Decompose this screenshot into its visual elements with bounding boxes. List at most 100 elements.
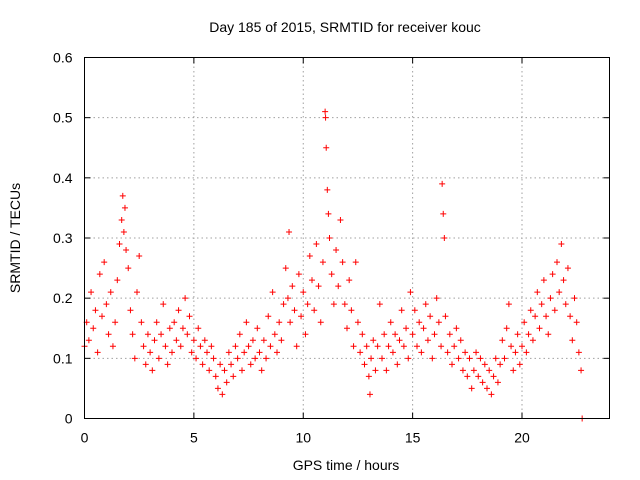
data-point [359,331,366,338]
x-tick-label: 5 [190,430,198,446]
data-point [324,186,331,193]
data-point [374,343,381,350]
data-point [171,319,178,326]
data-point [575,349,582,356]
data-point [379,355,385,362]
data-point [134,289,140,296]
data-point [315,283,322,290]
data-point [199,361,206,368]
data-point [538,301,545,308]
data-point [295,271,302,278]
data-point [325,210,332,217]
data-point [411,307,418,314]
data-point [350,343,357,350]
data-point [88,289,95,296]
x-tick-labels: 0 5 10 15 20 [81,430,530,446]
grid-lines [84,57,610,419]
data-point [254,325,261,332]
data-point [564,265,571,272]
data-point [195,325,202,332]
data-point [217,361,224,368]
data-point [540,277,547,284]
data-point [311,307,318,314]
data-point [372,367,379,374]
data-point [160,301,167,308]
data-point [225,349,232,356]
data-point [435,319,442,326]
data-point [107,289,114,296]
data-point [427,313,434,320]
data-point [560,277,567,284]
data-point [162,343,169,350]
data-point [346,277,353,284]
data-point [309,277,315,284]
data-point [101,259,108,266]
data-point [169,349,175,356]
data-point [263,355,270,362]
data-point [190,337,197,344]
data-point [477,355,484,362]
data-point [234,355,241,362]
data-point [488,391,495,398]
data-point [398,307,405,314]
data-point [578,367,585,374]
data-point [249,337,256,344]
data-point [326,235,333,241]
x-axis-label: GPS time / hours [293,457,400,473]
data-point [455,355,462,362]
data-point [302,331,309,338]
chart-title: Day 185 of 2015, SRMTID for receiver kou… [209,19,481,35]
data-point [300,289,307,296]
data-point [543,313,550,320]
data-point [387,319,394,326]
data-point [562,301,569,308]
data-point [99,313,105,320]
y-tick-label: 0.3 [53,230,73,246]
data-point [114,277,121,284]
data-point [429,355,436,362]
data-point [136,253,143,260]
data-point [558,241,565,248]
data-point [131,355,138,362]
y-tick-labels: 0 0.1 0.2 0.3 0.4 0.5 0.6 [53,50,73,427]
data-point [298,313,305,320]
data-point [499,337,506,344]
data-point [440,210,447,217]
data-point [420,325,427,332]
data-point [155,355,162,362]
data-point [431,331,438,338]
data-point [140,343,147,350]
data-point [94,349,101,356]
data-point [400,343,407,350]
data-point [418,349,425,356]
data-point [534,289,541,296]
y-axis-label: SRMTID / TECUs [7,183,23,293]
data-point [366,391,373,398]
data-point [554,259,560,266]
data-point [475,373,482,380]
data-point [470,367,477,374]
data-point [313,241,320,248]
data-point [492,355,499,362]
data-point [232,343,239,350]
data-point [407,289,414,296]
data-point [260,337,267,344]
data-point [287,319,294,326]
data-point [267,343,274,350]
data-point [405,355,412,362]
data-point [551,307,558,314]
data-points [81,108,586,422]
data-point [179,325,186,332]
data-point [571,295,578,302]
data-point [381,331,388,338]
data-point [96,271,103,278]
data-point [348,307,355,314]
data-point [439,180,446,187]
data-point [289,283,296,290]
data-point [516,361,523,368]
data-point [503,325,510,332]
data-point [153,319,160,326]
data-point [274,349,280,356]
data-point [494,379,501,386]
data-point [569,337,576,344]
